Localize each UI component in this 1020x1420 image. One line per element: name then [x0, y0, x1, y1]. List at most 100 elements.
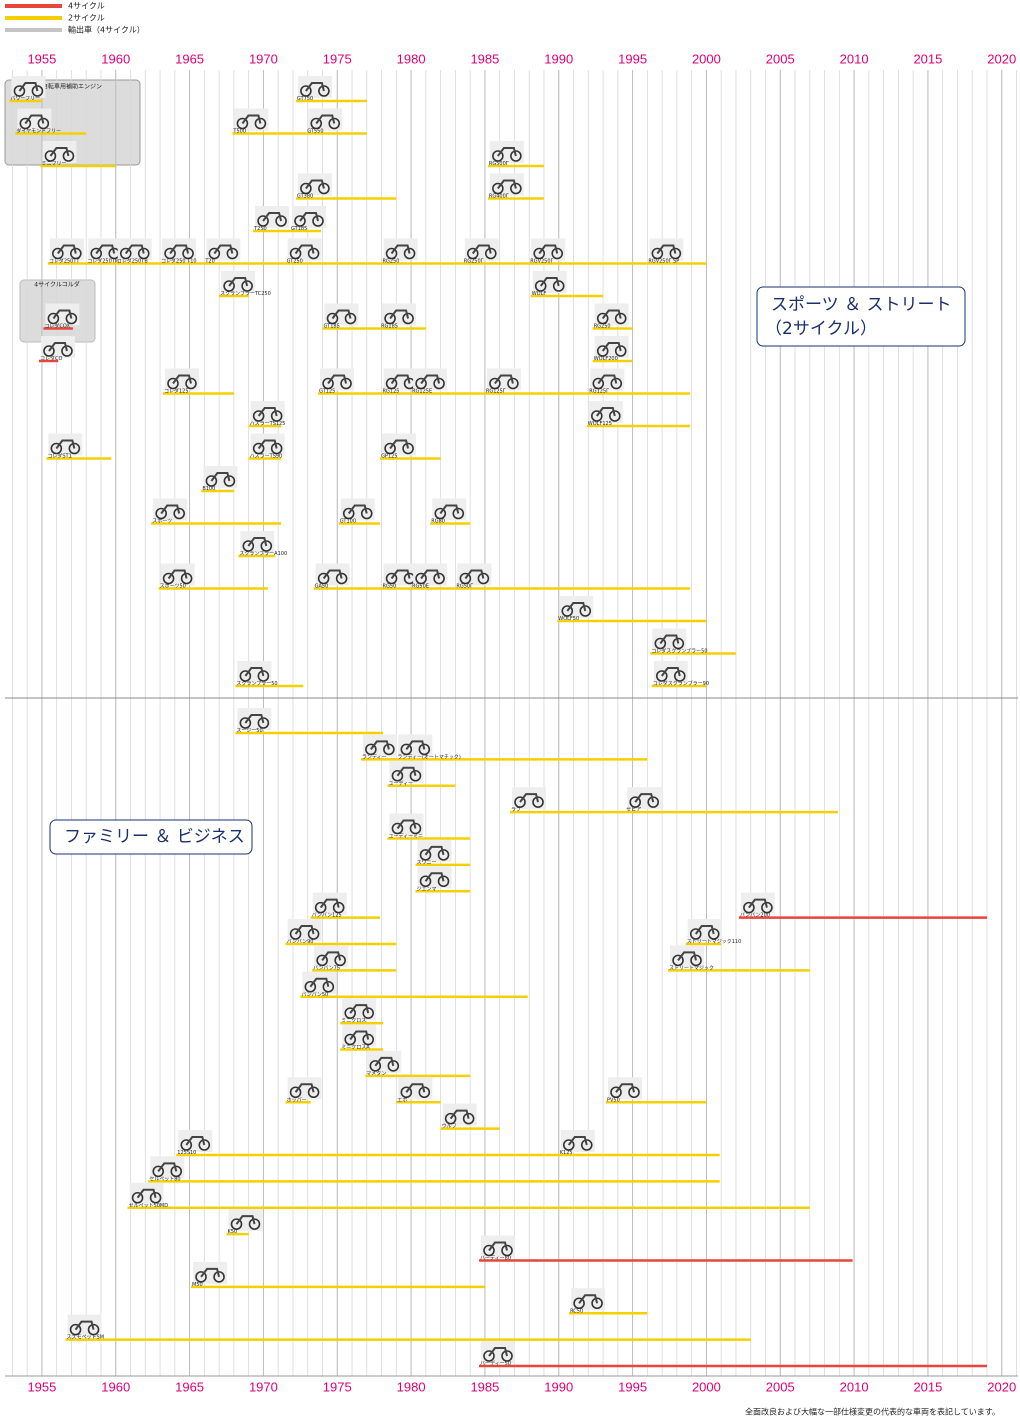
wheel — [119, 247, 132, 260]
photo-bg — [382, 433, 417, 456]
wheel — [322, 980, 335, 993]
body — [748, 898, 768, 909]
photo-bg — [362, 734, 397, 757]
bike-photo — [250, 401, 285, 423]
wheel — [384, 312, 396, 325]
wheel — [137, 247, 150, 260]
wheel — [62, 150, 75, 162]
x-tick-label: 2010 — [840, 51, 869, 66]
body — [136, 1188, 157, 1199]
body — [315, 114, 336, 125]
wheel — [609, 410, 621, 422]
bar-label: コレダ250TT — [49, 258, 81, 265]
wheel — [532, 796, 544, 808]
bike-photo — [206, 238, 241, 261]
wheel — [239, 717, 252, 729]
photo-bg — [389, 813, 424, 836]
wheel — [318, 85, 330, 97]
photo-bg — [489, 173, 524, 196]
body — [488, 1241, 508, 1252]
wheel — [579, 605, 592, 617]
photo-bg — [594, 336, 629, 358]
bike-photo — [627, 787, 662, 810]
bar-label: GP125 — [381, 454, 397, 460]
wheel — [596, 345, 609, 357]
body — [597, 374, 618, 385]
wheel — [318, 182, 330, 195]
photo-bg — [255, 206, 290, 228]
wheel — [483, 1350, 495, 1362]
wheel — [248, 1218, 261, 1230]
x-tick-label: 1975 — [323, 1379, 352, 1394]
body — [322, 569, 343, 580]
wheel — [418, 1086, 431, 1099]
photo-bg — [383, 238, 418, 261]
body — [52, 309, 73, 320]
wheel — [673, 670, 686, 682]
photo-bg — [464, 238, 499, 261]
bar-label: コレダST1 — [47, 453, 71, 460]
bike-photo — [489, 141, 524, 163]
bike-photo — [320, 368, 355, 391]
wheel — [669, 247, 682, 260]
wheel — [672, 954, 684, 967]
bike-photo — [42, 141, 77, 163]
wheel — [552, 280, 565, 292]
x-tick-label: 2020 — [987, 1379, 1016, 1394]
wheel — [226, 247, 239, 260]
bar-label: WOLF125 — [588, 421, 612, 427]
bike-photo — [383, 563, 418, 586]
wheel — [275, 215, 287, 227]
bar-label: ラブ — [511, 806, 521, 813]
bike-photo — [153, 498, 188, 521]
bar-label: ユーディー — [388, 780, 413, 787]
bar-label: WOLF50 — [558, 616, 579, 622]
body — [567, 1136, 588, 1146]
photo-bg — [687, 919, 722, 941]
bar-label: ホッパー — [287, 1097, 307, 1103]
bike-photo — [11, 76, 46, 98]
bar-label: GT100 — [340, 519, 356, 525]
legend-label: 4サイクル — [68, 2, 105, 11]
wheel — [387, 1060, 400, 1072]
wheel — [173, 507, 185, 520]
bar-label: RG125E — [412, 389, 432, 395]
wheel — [629, 796, 642, 808]
wheel — [252, 442, 265, 455]
wheel — [419, 875, 432, 888]
bar-label: バーディー80 — [480, 1255, 511, 1262]
wheel — [270, 410, 283, 422]
wheel — [483, 1244, 495, 1257]
x-tick-label: 2015 — [913, 1379, 942, 1394]
photo-bg — [160, 563, 195, 586]
photo-bg — [560, 1130, 595, 1152]
bar-label: GA50 — [315, 584, 329, 590]
x-tick-label: 1970 — [249, 51, 278, 66]
wheel — [391, 769, 404, 782]
wheel — [419, 849, 432, 861]
x-tick-label: 1995 — [618, 1379, 647, 1394]
wheel — [452, 507, 465, 520]
body — [124, 244, 145, 255]
wheel — [328, 117, 341, 130]
body — [200, 1267, 221, 1278]
photo-bg — [652, 628, 687, 651]
bar-label: M50 — [192, 1282, 203, 1288]
photo-bg — [486, 368, 521, 391]
bar-label: RG250Γ — [464, 259, 484, 265]
body — [519, 793, 539, 803]
photo-bg — [240, 531, 275, 553]
body — [389, 439, 410, 450]
wheel — [409, 822, 422, 835]
bar-label: マメタン — [366, 1070, 386, 1077]
wheel — [462, 1112, 475, 1125]
x-tick-label: 1960 — [101, 1379, 130, 1394]
bar-label: RG400Γ — [489, 194, 509, 200]
bar-label: スクランブラーTC250 — [220, 290, 271, 297]
wheel — [591, 410, 603, 422]
body — [74, 1320, 95, 1331]
wheel — [614, 312, 627, 325]
bike-photo — [413, 368, 448, 391]
wheel — [492, 182, 504, 195]
wheel — [13, 85, 26, 97]
